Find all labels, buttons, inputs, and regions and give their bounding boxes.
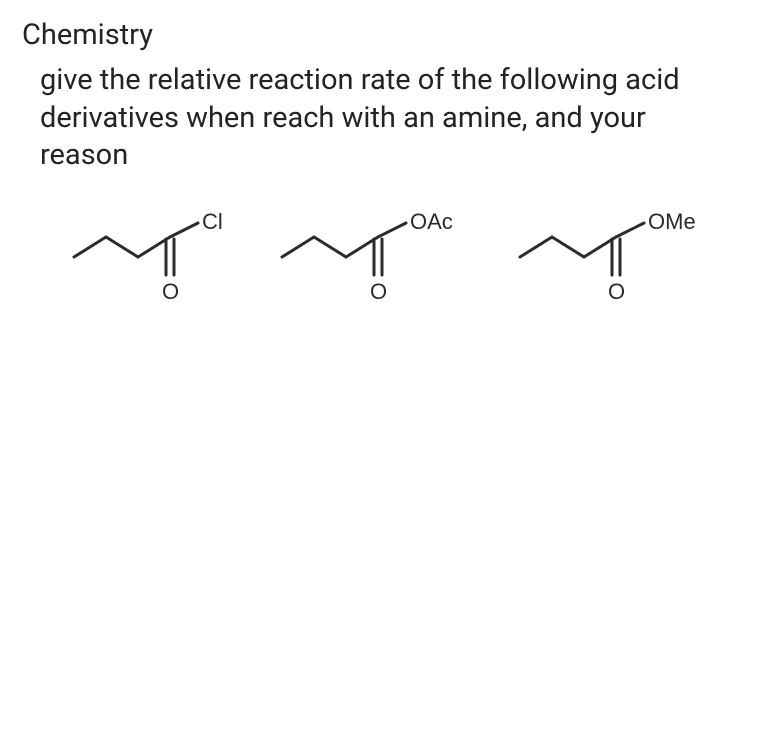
bondline-svg: OAc O: [268, 209, 488, 319]
carbonyl-oxygen-label: O: [162, 279, 179, 304]
bondline-svg: OMe O: [506, 209, 726, 319]
subject-heading: Chemistry: [22, 18, 748, 52]
leaving-group-label: OAc: [410, 209, 453, 234]
bondline-svg: Cl O: [60, 209, 250, 319]
structure-anhydride: OAc O: [268, 209, 488, 323]
structures-row: Cl O OAc O: [60, 209, 748, 323]
structure-acid-chloride: Cl O: [60, 209, 250, 323]
page: Chemistry give the relative reaction rat…: [0, 0, 770, 341]
structure-ester: OMe O: [506, 209, 726, 323]
carbonyl-oxygen-label: O: [370, 279, 387, 304]
carbonyl-oxygen-label: O: [608, 279, 625, 304]
leaving-group-label: OMe: [648, 209, 696, 234]
question-text: give the relative reaction rate of the f…: [40, 62, 700, 175]
leaving-group-label: Cl: [202, 209, 223, 234]
